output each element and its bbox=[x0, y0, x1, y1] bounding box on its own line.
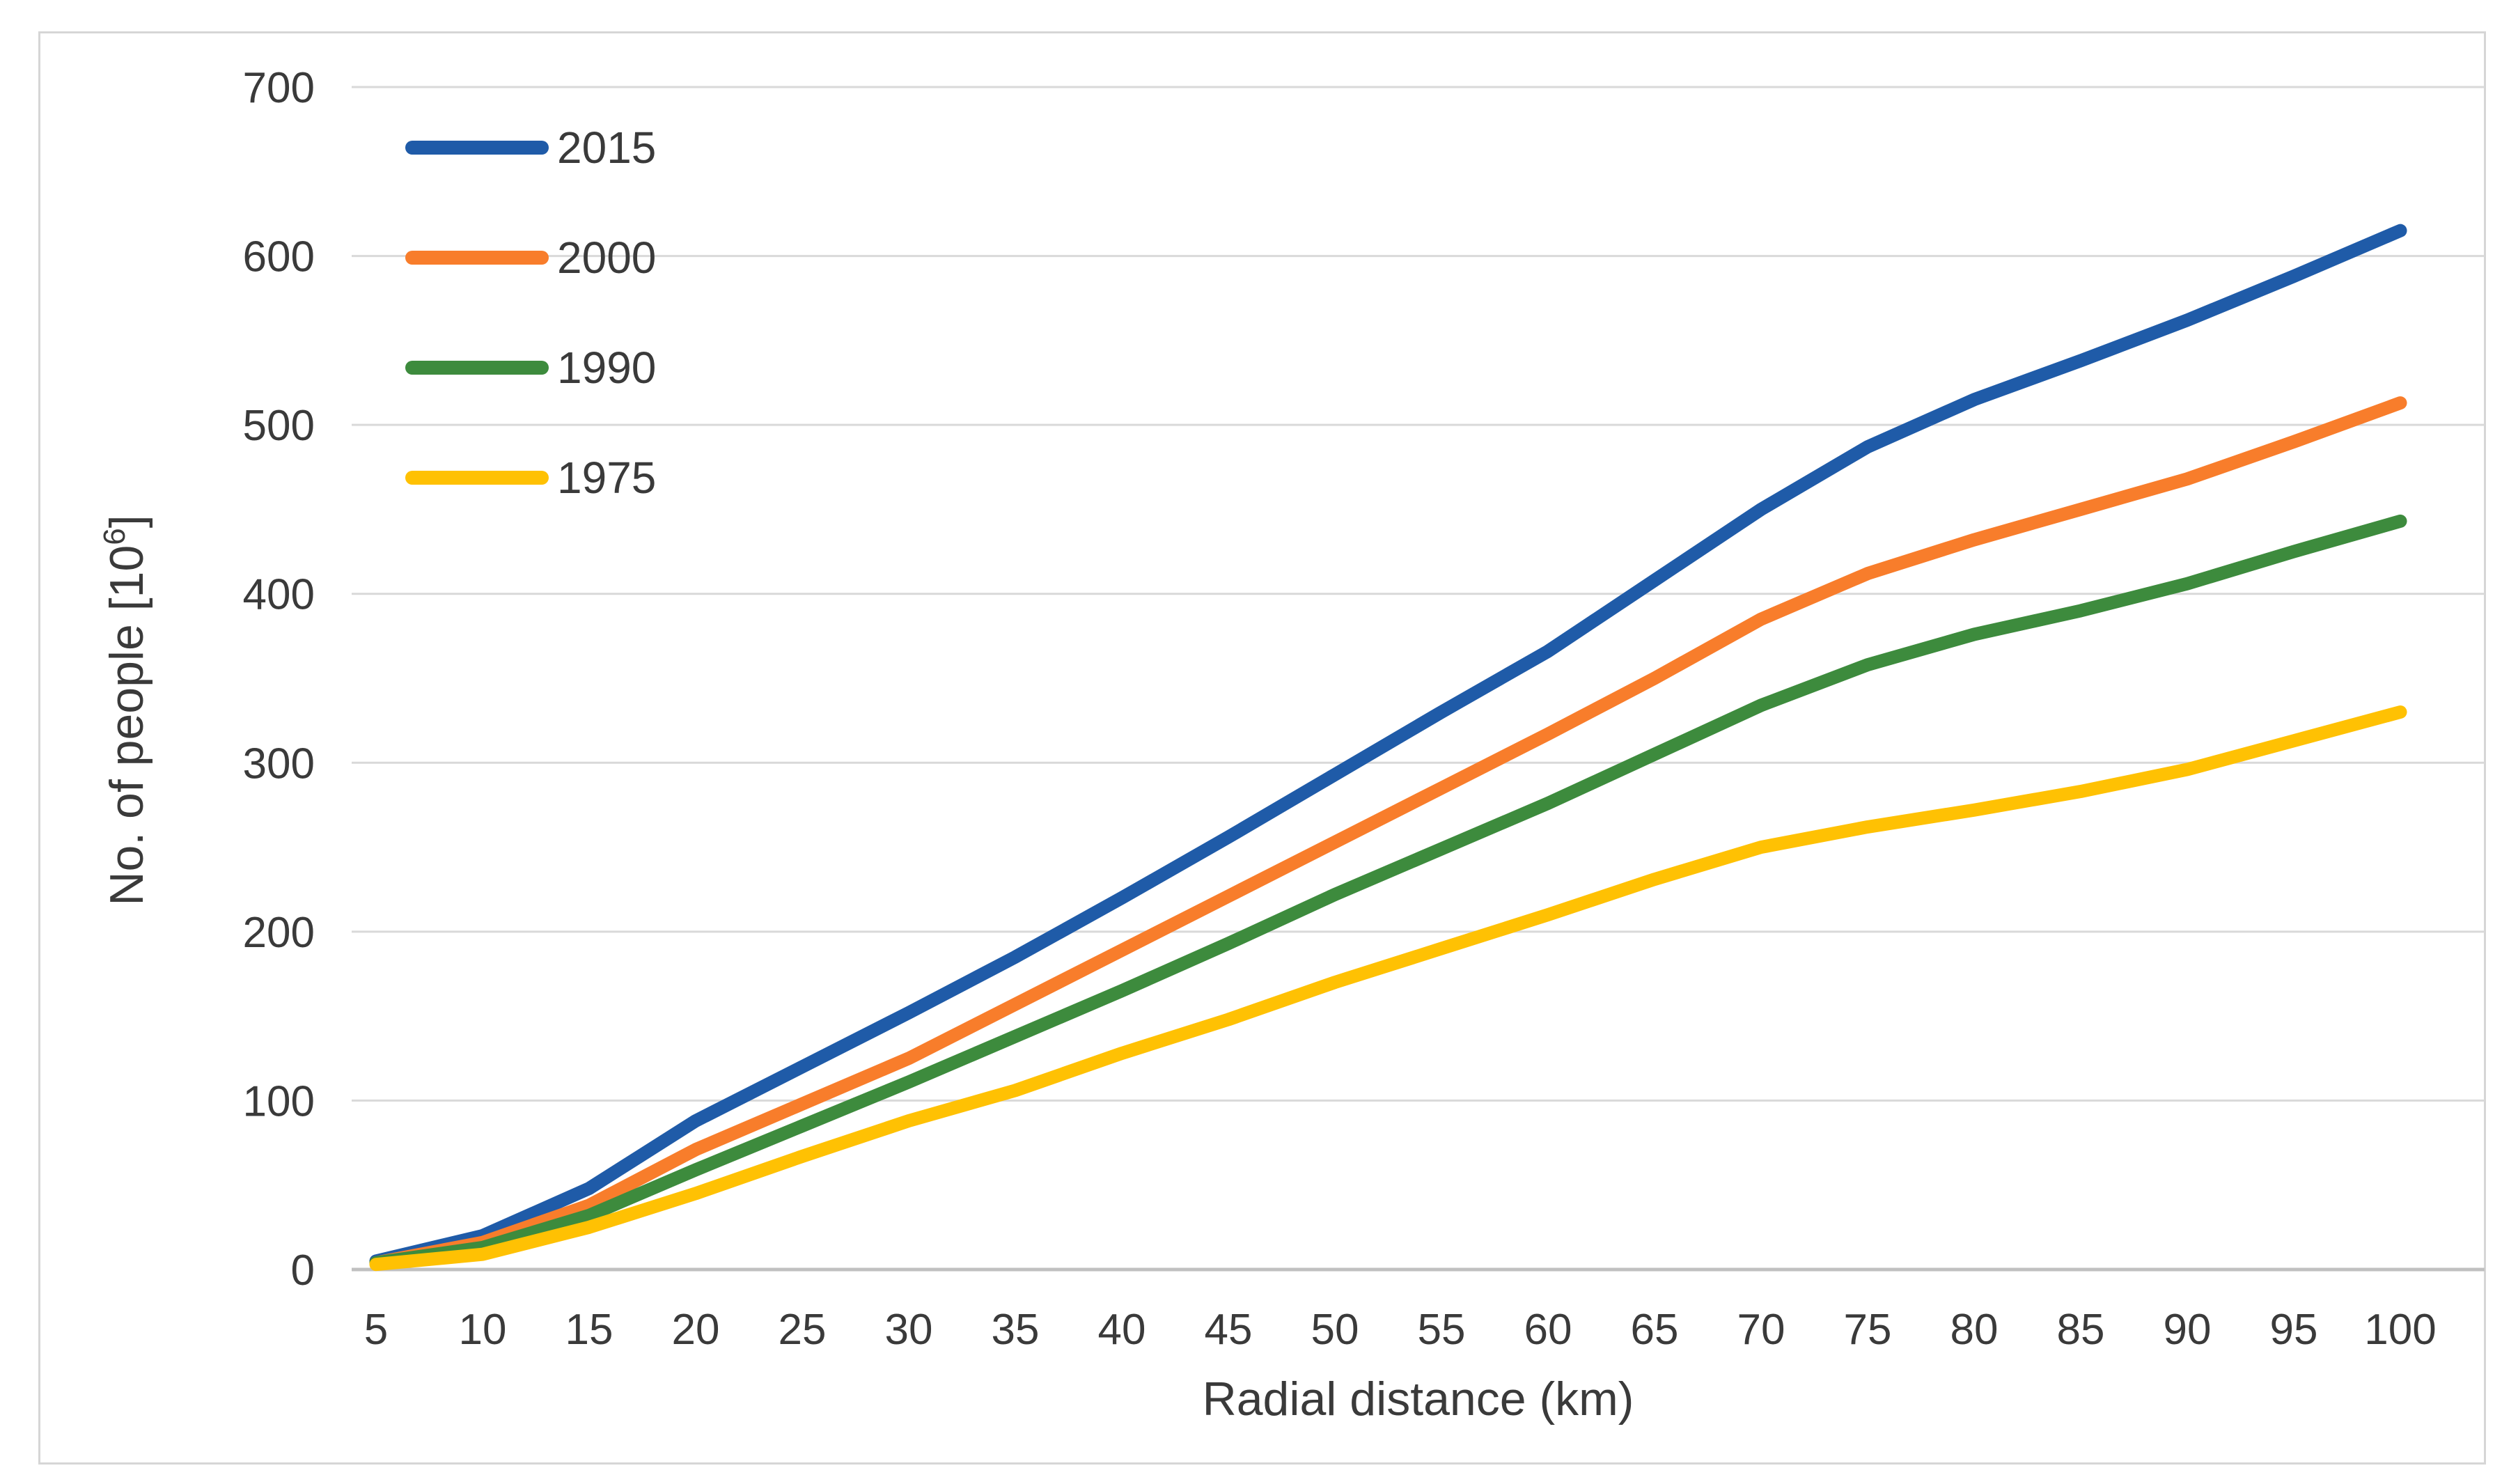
series-line-1990 bbox=[369, 514, 2407, 1270]
legend-label-2015: 2015 bbox=[557, 123, 656, 173]
x-tick-label: 80 bbox=[1950, 1306, 1999, 1354]
series-line-2000 bbox=[369, 396, 2407, 1270]
series-line-2015 bbox=[369, 224, 2407, 1268]
x-tick-label: 20 bbox=[672, 1306, 720, 1354]
chart-figure: 0 100 200 300 400 500 600 700 5 10 15 20 25 30 35 40 45 5… bbox=[38, 31, 2486, 1465]
x-tick-label: 95 bbox=[2270, 1306, 2318, 1354]
x-tick-label: 35 bbox=[992, 1306, 1040, 1354]
series-lines bbox=[369, 224, 2407, 1272]
legend-item-1975: 1975 bbox=[405, 453, 656, 503]
legend: 2015 2000 1990 1975 bbox=[405, 123, 656, 503]
x-tick-label: 85 bbox=[2057, 1306, 2105, 1354]
x-tick-label: 55 bbox=[1418, 1306, 1466, 1354]
y-tick-label: 400 bbox=[243, 571, 315, 619]
legend-label-1975: 1975 bbox=[557, 453, 656, 503]
legend-label-1990: 1990 bbox=[557, 343, 656, 393]
x-tick-labels: 5 10 15 20 25 30 35 40 45 50 55 60 65 70 75 80 85 90 95 100 bbox=[364, 1306, 2437, 1354]
y-tick-label: 600 bbox=[243, 233, 315, 281]
y-tick-label: 300 bbox=[243, 740, 315, 788]
gridlines bbox=[352, 86, 2485, 1272]
legend-item-2000: 2000 bbox=[405, 233, 656, 283]
y-axis-title: No. of people [106] bbox=[97, 515, 153, 905]
series-line-1975 bbox=[369, 705, 2407, 1272]
x-tick-label: 60 bbox=[1524, 1306, 1572, 1354]
x-tick-label: 65 bbox=[1631, 1306, 1679, 1354]
x-tick-label: 75 bbox=[1844, 1306, 1892, 1354]
x-tick-label: 50 bbox=[1311, 1306, 1359, 1354]
x-tick-label: 40 bbox=[1098, 1306, 1146, 1354]
x-tick-label: 100 bbox=[2364, 1306, 2436, 1354]
y-tick-label: 100 bbox=[243, 1077, 315, 1125]
x-axis-title: Radial distance (km) bbox=[1203, 1373, 1634, 1426]
x-tick-label: 10 bbox=[459, 1306, 507, 1354]
y-tick-label: 200 bbox=[243, 909, 315, 957]
y-tick-label: 0 bbox=[291, 1247, 315, 1295]
x-tick-label: 25 bbox=[779, 1306, 827, 1354]
x-tick-label: 45 bbox=[1205, 1306, 1253, 1354]
x-tick-label: 5 bbox=[364, 1306, 388, 1354]
y-tick-labels: 0 100 200 300 400 500 600 700 bbox=[243, 64, 315, 1295]
y-tick-label: 500 bbox=[243, 402, 315, 450]
x-tick-label: 30 bbox=[885, 1306, 933, 1354]
x-tick-label: 15 bbox=[565, 1306, 613, 1354]
x-tick-label: 90 bbox=[2164, 1306, 2212, 1354]
x-tick-label: 70 bbox=[1737, 1306, 1785, 1354]
legend-item-2015: 2015 bbox=[405, 123, 656, 173]
legend-label-2000: 2000 bbox=[557, 233, 656, 283]
legend-item-1990: 1990 bbox=[405, 343, 656, 393]
y-tick-label: 700 bbox=[243, 64, 315, 112]
